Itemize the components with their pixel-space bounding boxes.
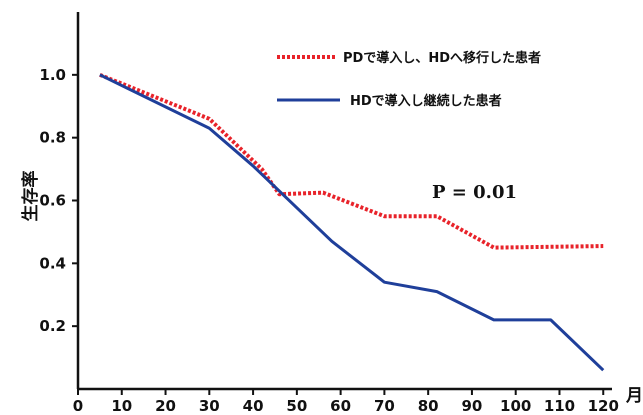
y-ticks: 0.2 0.4 0.6 0.8 1.0 [39,66,78,335]
y-tick-label: 0.8 [39,129,66,147]
x-tick-label: 100 [500,397,531,415]
x-tick-label: 110 [544,397,575,415]
x-tick-label: 120 [588,397,619,415]
legend: PDで導入し、HDへ移行した患者 HDで導入し継続した患者 [277,50,541,109]
x-tick-label: 60 [330,397,351,415]
p-value-annotation: P = 0.01 [432,182,517,203]
x-tick-label: 50 [286,397,307,415]
series-line-hd-continued [99,73,605,372]
legend-label-pd-to-hd: PDで導入し、HDへ移行した患者 [343,50,541,66]
y-tick-label: 0.4 [39,254,66,272]
y-tick-label: 0.2 [39,317,66,335]
x-ticks: 0 10 20 30 40 50 60 70 80 90 100 110 120 [73,389,619,415]
y-tick-label: 1.0 [39,66,66,84]
x-tick-label: 90 [461,397,482,415]
x-tick-label: 40 [243,397,264,415]
x-tick-label: 10 [111,397,132,415]
axes [76,12,612,391]
x-tick-label: 30 [199,397,220,415]
x-tick-label: 80 [418,397,439,415]
x-tick-label: 20 [155,397,176,415]
series-layer [99,72,605,372]
x-axis-unit-label: 月 [625,386,643,406]
series-line-pd-to-hd [99,72,604,250]
y-axis-title: 生存率 [20,171,41,222]
y-tick-label: 0.6 [39,192,66,210]
x-tick-label: 0 [73,397,83,415]
legend-label-hd-continued: HDで導入し継続した患者 [350,93,502,109]
x-tick-label: 70 [374,397,395,415]
